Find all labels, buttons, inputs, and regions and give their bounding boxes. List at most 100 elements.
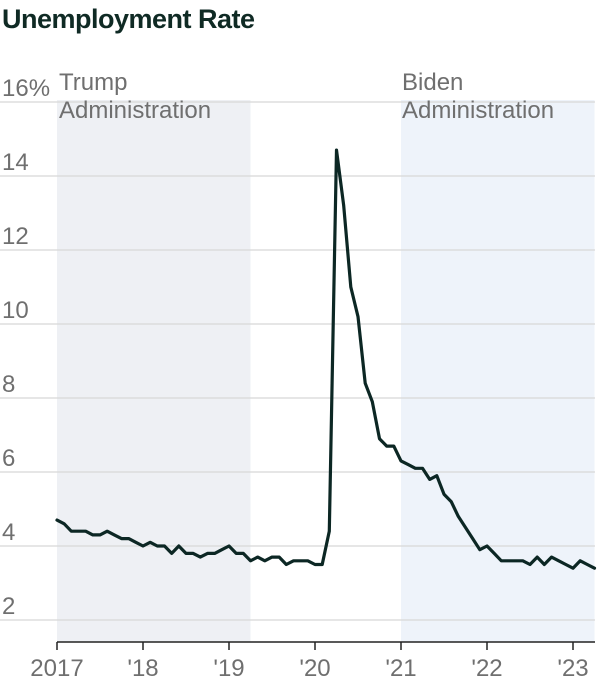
data-point <box>170 552 173 555</box>
data-point <box>449 500 453 503</box>
data-point <box>242 552 245 555</box>
data-point <box>299 559 302 562</box>
trump-administration-label: Administration <box>59 97 211 124</box>
data-point <box>521 559 525 562</box>
data-point <box>371 400 374 403</box>
data-point <box>234 552 238 555</box>
gridlines <box>0 101 595 621</box>
data-point <box>464 526 467 529</box>
data-point <box>349 285 353 289</box>
y-tick-label: 16% <box>2 75 50 102</box>
data-point <box>586 563 589 566</box>
data-point <box>414 467 417 470</box>
data-point <box>206 552 209 555</box>
x-axis: 2017 '18 '19 '20 '21 '22 '23 <box>30 641 595 682</box>
data-point <box>593 567 596 570</box>
data-point <box>249 559 252 562</box>
data-point <box>435 474 439 477</box>
data-point <box>421 467 424 470</box>
data-point <box>220 548 224 551</box>
data-point <box>406 463 410 466</box>
biden-administration-shade <box>401 100 595 642</box>
data-point <box>457 515 460 518</box>
trump-administration-shade <box>57 100 251 642</box>
data-point <box>120 537 123 540</box>
y-tick-label: 6 <box>2 445 15 472</box>
data-point <box>91 533 95 537</box>
x-tick-label: '20 <box>299 655 330 682</box>
data-point <box>478 548 482 551</box>
data-point <box>485 544 489 548</box>
data-point <box>163 544 166 548</box>
data-point <box>471 537 474 540</box>
y-tick-label: 12 <box>2 223 29 250</box>
data-point <box>500 559 503 562</box>
data-point <box>313 563 317 566</box>
y-tick-label: 14 <box>2 149 29 176</box>
data-point <box>320 563 324 566</box>
data-point <box>342 204 345 207</box>
biden-administration-label: Biden <box>402 69 463 96</box>
data-point <box>442 493 446 496</box>
data-point <box>213 552 216 555</box>
x-tick-label: '19 <box>213 655 244 682</box>
data-point <box>335 148 338 152</box>
unemployment-rate-line <box>55 148 597 570</box>
data-point <box>356 315 360 318</box>
y-tick-label: 8 <box>2 371 15 398</box>
data-point <box>550 555 553 559</box>
data-point <box>84 530 87 533</box>
x-tick-label: '18 <box>127 655 158 682</box>
data-point <box>492 552 496 555</box>
y-tick-label: 2 <box>2 593 15 620</box>
data-point <box>55 518 59 522</box>
data-point <box>507 559 510 562</box>
x-tick-label: '22 <box>471 655 502 682</box>
data-point <box>270 555 274 559</box>
data-point <box>564 563 568 566</box>
administration-shading <box>57 100 595 642</box>
data-point <box>62 522 66 525</box>
data-point <box>148 541 152 544</box>
data-point <box>392 444 396 448</box>
data-point <box>399 459 403 463</box>
trump-administration-label: Trump <box>59 69 127 96</box>
data-point <box>571 567 575 570</box>
data-point <box>328 530 331 533</box>
chart-title: Unemployment Rate <box>2 4 255 34</box>
data-point <box>277 555 281 559</box>
data-point <box>156 544 159 548</box>
data-point <box>177 544 181 548</box>
y-axis-ticks: 2 4 6 8 10 12 14 16% <box>2 75 50 620</box>
data-point <box>227 544 231 548</box>
data-point <box>70 530 73 533</box>
data-point <box>528 563 532 566</box>
data-point <box>535 555 539 559</box>
data-point <box>199 555 202 559</box>
plot-area <box>55 148 597 570</box>
x-tick-label: '21 <box>385 655 416 682</box>
biden-administration-label: Administration <box>402 97 554 124</box>
data-point <box>543 563 546 566</box>
data-point <box>363 382 367 385</box>
data-point <box>514 559 517 562</box>
data-point <box>557 559 560 562</box>
x-tick-label: 2017 <box>30 655 83 682</box>
data-point <box>184 552 188 555</box>
data-point <box>113 533 116 537</box>
data-point <box>77 530 80 533</box>
data-point <box>378 437 381 440</box>
data-point <box>306 559 310 562</box>
data-point <box>428 478 431 481</box>
data-point <box>105 530 109 533</box>
data-point <box>98 533 102 537</box>
data-point <box>191 552 195 555</box>
data-point <box>385 444 388 448</box>
data-point <box>127 537 130 540</box>
data-point <box>578 559 582 562</box>
data-point <box>285 563 288 566</box>
data-point <box>134 541 138 544</box>
y-tick-label: 10 <box>2 297 29 324</box>
